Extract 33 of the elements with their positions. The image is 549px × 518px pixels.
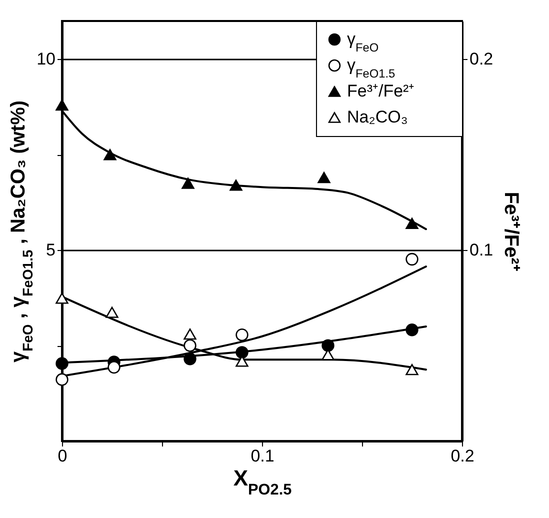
point [56, 99, 68, 111]
point [406, 252, 418, 266]
point [106, 306, 118, 318]
legend-label: γ$_{FeO1.5}$ [347, 56, 396, 80]
y2-axis-title: Fe³⁺/Fe²⁺ [500, 192, 522, 272]
point [56, 357, 68, 370]
point [406, 364, 418, 376]
legend-label: Fe³⁺/Fe²⁺ [347, 82, 415, 100]
point [184, 328, 196, 340]
point [322, 339, 334, 352]
legend-label: γ$_{FeO}$ [347, 30, 379, 54]
y-tick-label: 10 [36, 50, 56, 69]
point [406, 218, 418, 229]
y2-tick-label: 0.2 [470, 50, 494, 69]
legend-label: Na₂CO₃ [347, 108, 408, 126]
point [236, 328, 248, 342]
point [56, 292, 68, 304]
y-tick-label: 5 [46, 240, 56, 260]
point [104, 149, 116, 160]
point [56, 373, 68, 386]
y2-tick-label: 0.1 [470, 240, 494, 260]
point [406, 324, 418, 336]
x-tick-label: 0.1 [250, 446, 274, 466]
point [182, 178, 194, 189]
x-tick-label: 0 [58, 446, 68, 466]
point [184, 352, 196, 366]
x-axis-title: X$_{PO2.5}$ [233, 466, 292, 498]
point [230, 180, 242, 191]
point [184, 339, 196, 352]
point [108, 360, 120, 374]
x-tick-label: 0.2 [450, 446, 474, 466]
point [236, 346, 248, 359]
point [318, 172, 330, 184]
